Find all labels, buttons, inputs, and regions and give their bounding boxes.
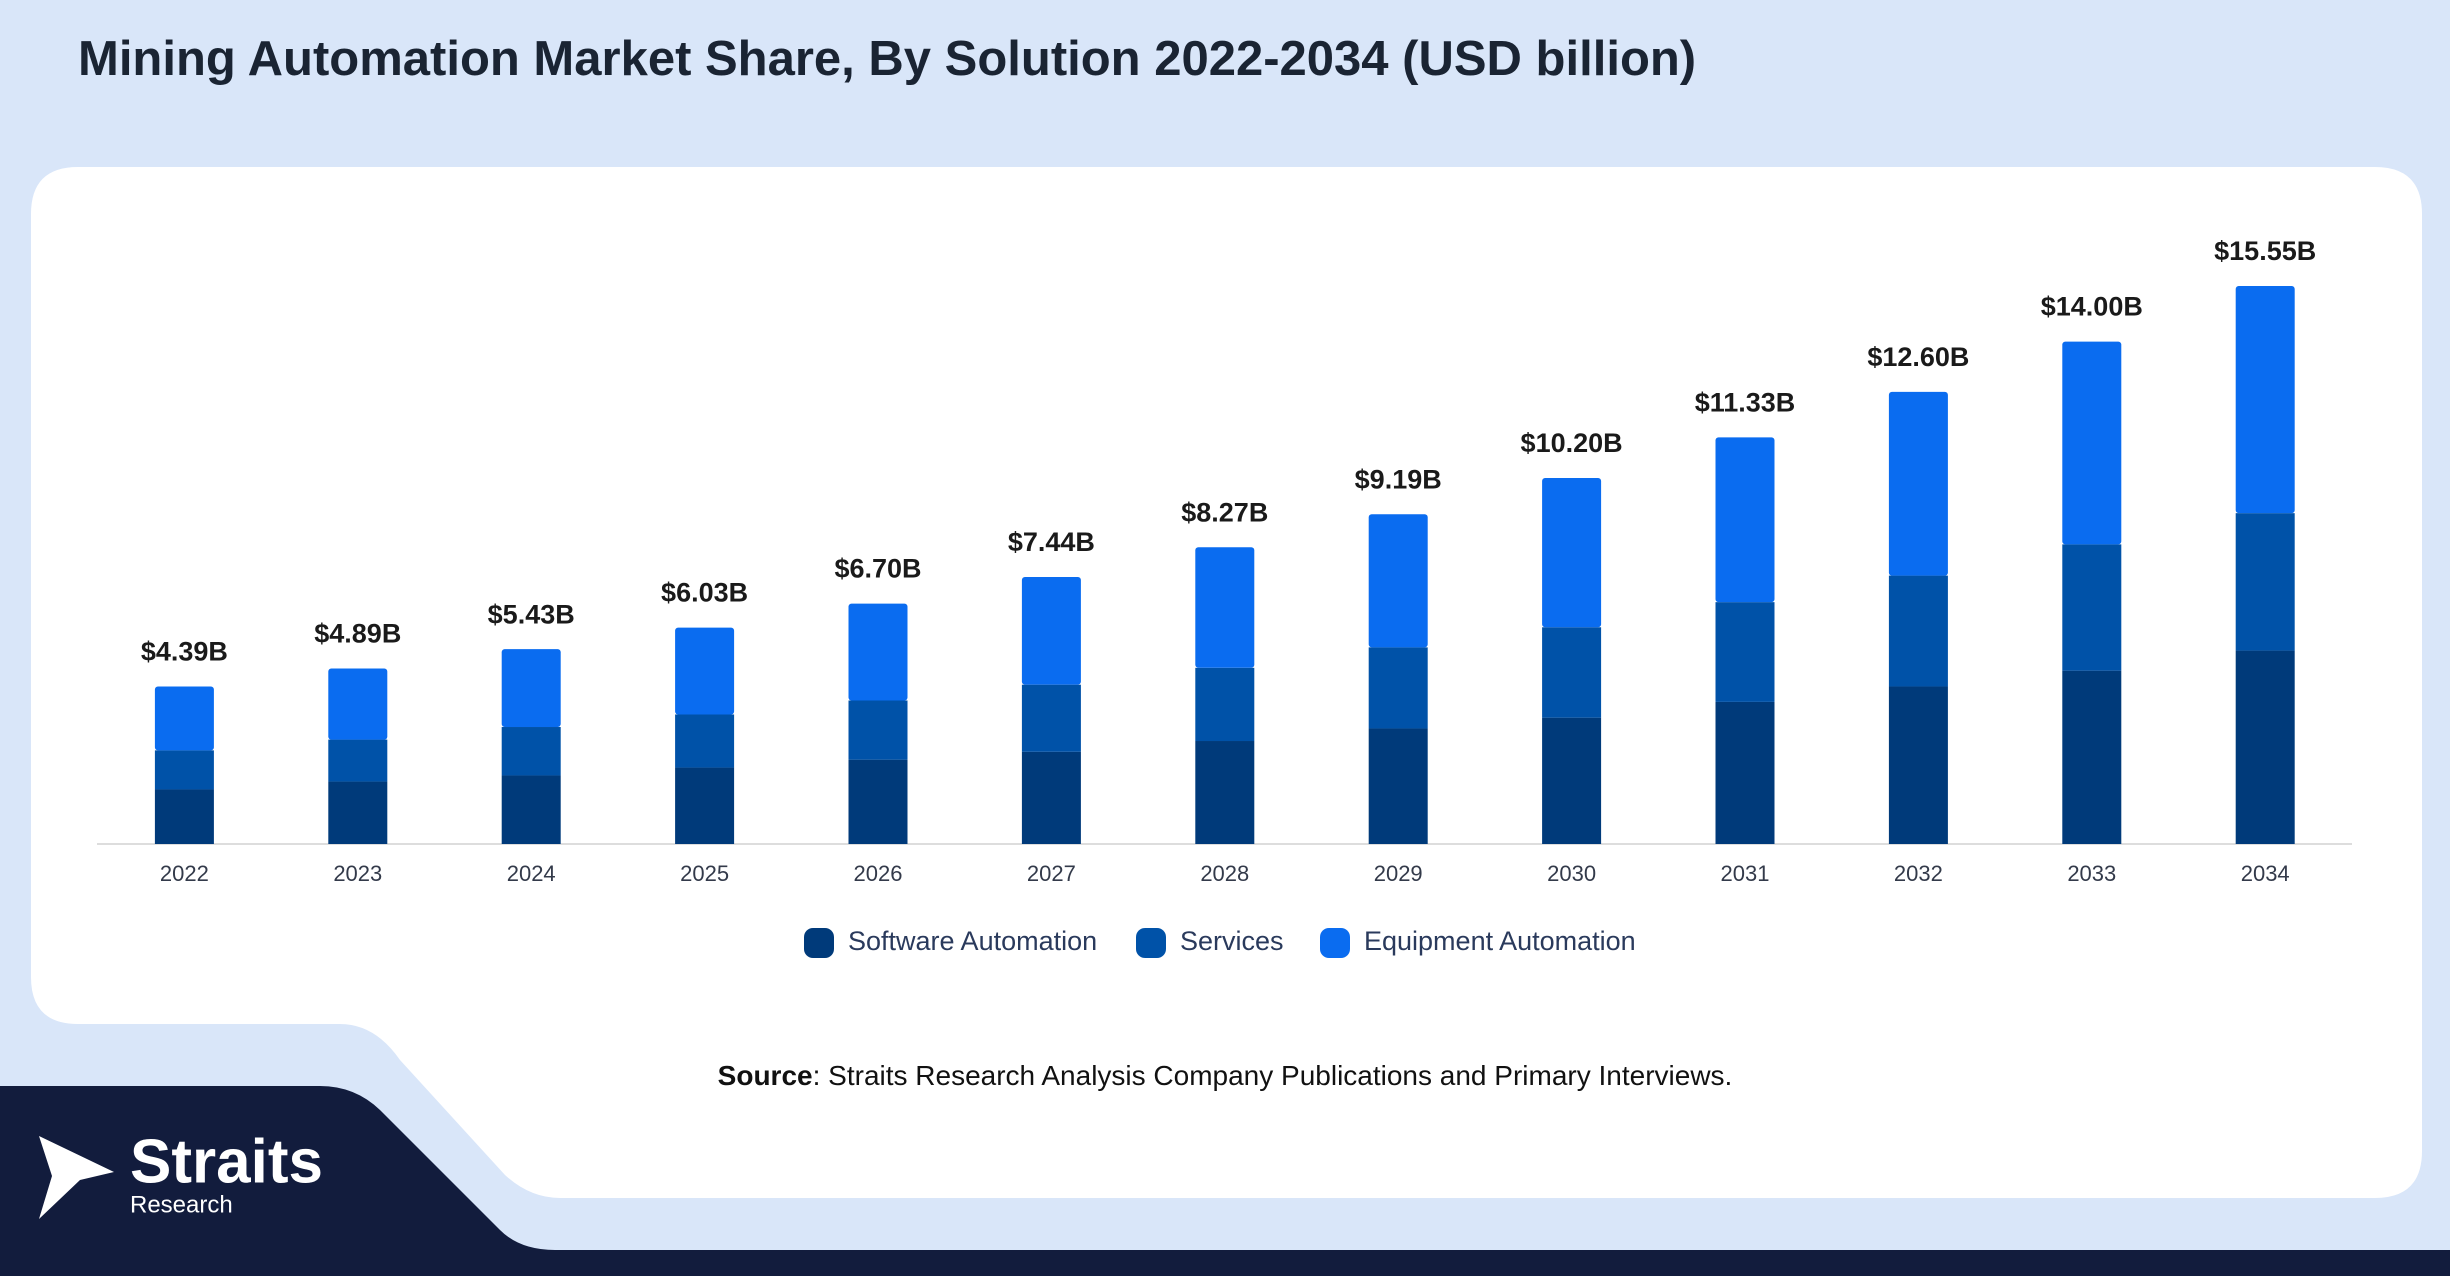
bar-segment <box>848 603 908 701</box>
bar-segment <box>328 781 388 844</box>
bar-segment <box>501 727 561 776</box>
total-label: $10.20B <box>1521 428 1623 458</box>
bar-segment <box>501 775 561 844</box>
chart-title: Mining Automation Market Share, By Solut… <box>78 32 1696 86</box>
total-label: $4.89B <box>314 619 401 649</box>
legend-swatch <box>1320 928 1350 958</box>
bar-segment <box>1021 751 1081 844</box>
bar-segment <box>848 759 908 844</box>
bar-segment <box>1542 627 1602 718</box>
legend-swatch <box>1136 928 1166 958</box>
bar-segment <box>2062 341 2122 545</box>
x-tick-label: 2026 <box>854 861 903 886</box>
x-tick-label: 2030 <box>1547 861 1596 886</box>
source-label: Source <box>718 1060 813 1091</box>
bar-segment <box>2235 513 2295 651</box>
x-tick-label: 2027 <box>1027 861 1076 886</box>
source-text: : Straits Research Analysis Company Publ… <box>813 1060 1733 1091</box>
x-tick-label: 2023 <box>333 861 382 886</box>
bar-segment <box>501 649 561 728</box>
bar-segment <box>1888 575 1948 687</box>
total-label: $9.19B <box>1355 464 1442 494</box>
bar-segment <box>154 789 214 844</box>
legend-swatch <box>804 928 834 958</box>
x-tick-label: 2022 <box>160 861 209 886</box>
bar-segment <box>1715 602 1775 702</box>
bar-segment <box>154 686 214 751</box>
bar-segment <box>675 714 735 768</box>
logo-icon <box>39 1136 114 1219</box>
bar-segment <box>1195 667 1255 742</box>
x-tick-label: 2034 <box>2241 861 2290 886</box>
logo-name: Straits <box>130 1127 323 1196</box>
total-label: $15.55B <box>2214 236 2316 266</box>
x-tick-label: 2025 <box>680 861 729 886</box>
bar-segment <box>1021 577 1081 685</box>
bar-segment <box>2062 544 2122 671</box>
bar-segment <box>1542 717 1602 844</box>
x-tick-label: 2031 <box>1721 861 1770 886</box>
source: Source: Straits Research Analysis Compan… <box>718 1060 1733 1091</box>
x-tick-label: 2033 <box>2067 861 2116 886</box>
x-tick-label: 2024 <box>507 861 556 886</box>
footer-band <box>0 1086 2450 1276</box>
total-label: $8.27B <box>1181 497 1268 527</box>
bar-segment <box>1368 514 1428 648</box>
x-tick-label: 2032 <box>1894 861 1943 886</box>
legend-label: Services <box>1180 926 1284 956</box>
logo-sub: Research <box>130 1191 233 1218</box>
total-label: $7.44B <box>1008 527 1095 557</box>
legend-label: Software Automation <box>848 926 1097 956</box>
total-label: $14.00B <box>2041 292 2143 322</box>
total-label: $6.03B <box>661 578 748 608</box>
legend-label: Equipment Automation <box>1364 926 1636 956</box>
total-label: $12.60B <box>1867 342 1969 372</box>
bar-segment <box>675 627 735 715</box>
bar-segment <box>675 767 735 844</box>
bar-segment <box>2235 286 2295 514</box>
bar-segment <box>1888 391 1948 576</box>
x-tick-label: 2028 <box>1200 861 1249 886</box>
bar-segment <box>1195 741 1255 844</box>
bar-segment <box>1888 686 1948 844</box>
bar-segment <box>1542 477 1602 628</box>
total-label: $11.33B <box>1695 388 1796 418</box>
bar-segment <box>2235 650 2295 844</box>
bar-segment <box>1368 728 1428 844</box>
bar-segment <box>1021 684 1081 752</box>
bar-segment <box>848 700 908 760</box>
bar-segment <box>1195 547 1255 668</box>
bar-segment <box>328 739 388 782</box>
bar-segment <box>154 750 214 790</box>
bar-segment <box>1715 437 1775 603</box>
total-label: $5.43B <box>488 599 575 629</box>
total-label: $6.70B <box>834 554 921 584</box>
bar-segment <box>328 668 388 740</box>
bar-segment <box>1715 701 1775 844</box>
bar-segment <box>2062 670 2122 844</box>
bar-segment <box>1368 647 1428 729</box>
x-tick-label: 2029 <box>1374 861 1423 886</box>
total-label: $4.39B <box>141 637 228 667</box>
